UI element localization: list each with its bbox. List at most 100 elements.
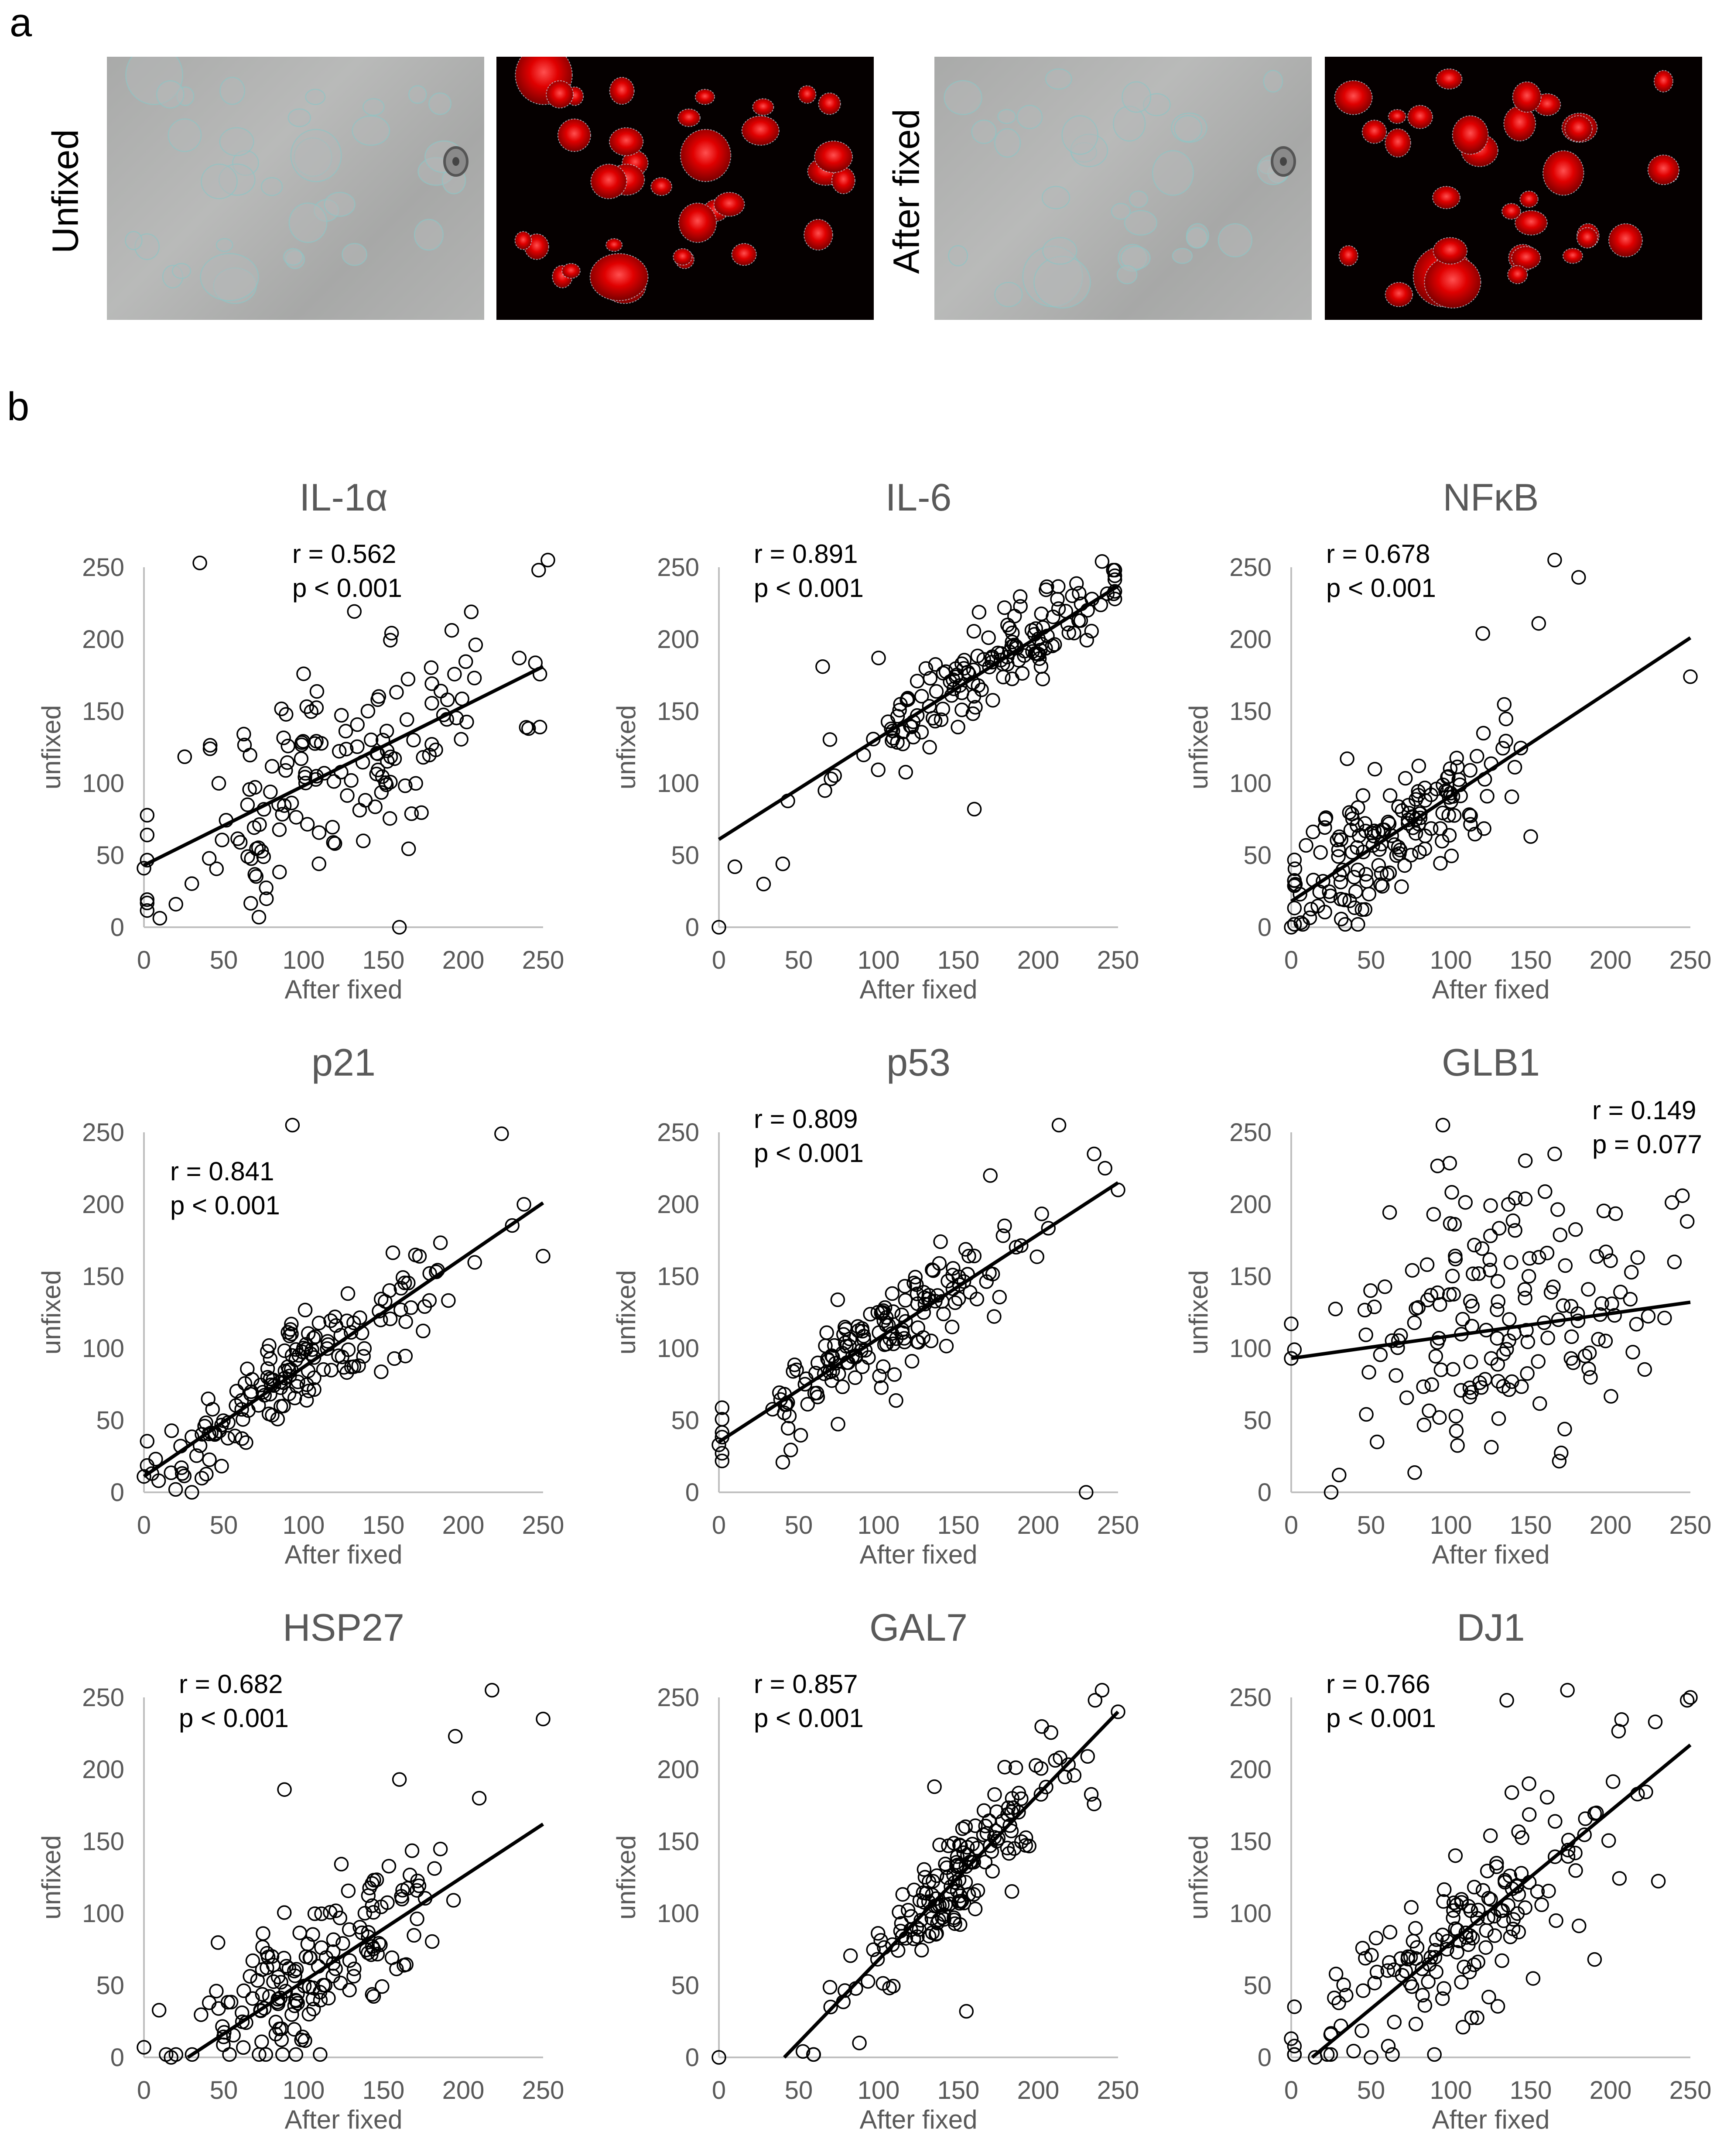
data-point <box>1088 1693 1103 1708</box>
data-point <box>223 1995 239 2010</box>
data-point <box>383 633 398 648</box>
data-point <box>1502 1312 1517 1327</box>
data-point <box>1560 1683 1575 1698</box>
data-point <box>1419 1257 1435 1272</box>
data-point <box>955 1821 970 1836</box>
data-point <box>287 1968 302 1983</box>
data-point <box>715 1453 730 1468</box>
data-point <box>715 1400 730 1415</box>
x-tick-label: 200 <box>1017 2076 1060 2105</box>
data-point <box>275 807 290 822</box>
data-point <box>299 1393 314 1408</box>
data-point <box>1641 1309 1656 1324</box>
data-point <box>1001 1800 1016 1815</box>
data-point <box>1035 672 1050 686</box>
data-point <box>795 2044 811 2059</box>
data-point <box>1006 1800 1021 1815</box>
data-point <box>404 1843 420 1858</box>
y-tick-label: 0 <box>110 2043 124 2072</box>
data-point <box>366 1989 381 2004</box>
data-point <box>827 768 842 783</box>
data-point <box>1317 820 1332 835</box>
data-point <box>947 1916 962 1931</box>
data-point <box>1507 760 1522 775</box>
data-point <box>1474 1380 1489 1395</box>
data-point <box>925 711 941 726</box>
data-point <box>887 1367 902 1382</box>
x-axis-label: After fixed <box>859 975 977 1004</box>
data-point <box>1467 1879 1482 1895</box>
data-point <box>416 1323 431 1339</box>
y-tick-label: 250 <box>82 1683 124 1712</box>
data-point <box>1375 879 1390 894</box>
data-point <box>1440 1942 1454 1957</box>
data-point <box>284 1316 299 1332</box>
data-point <box>335 1349 350 1364</box>
data-point <box>1509 1878 1524 1893</box>
data-point <box>342 1922 357 1937</box>
data-point <box>1683 669 1698 684</box>
data-point <box>927 1779 942 1794</box>
data-point <box>987 1787 1002 1802</box>
data-point <box>259 880 274 895</box>
data-point <box>876 1976 890 1991</box>
y-tick-label: 150 <box>1229 697 1272 726</box>
data-point <box>1454 1975 1469 1990</box>
data-point <box>1539 1245 1555 1261</box>
data-point <box>1330 833 1344 847</box>
trendline <box>1290 636 1692 903</box>
data-point <box>1387 2015 1402 2029</box>
data-point <box>414 805 429 820</box>
data-point <box>266 1974 281 1989</box>
data-point <box>233 835 248 850</box>
data-point <box>711 920 726 935</box>
data-point <box>1331 842 1346 857</box>
y-axis-label: unfixed <box>37 705 66 789</box>
data-point <box>272 822 287 837</box>
data-point <box>909 1277 924 1292</box>
data-point <box>775 857 790 871</box>
data-point <box>1470 749 1484 764</box>
x-tick-label: 200 <box>1590 2076 1632 2105</box>
data-point <box>1428 1349 1443 1364</box>
data-point <box>1343 823 1358 838</box>
data-point <box>192 555 207 570</box>
data-point <box>341 1883 356 1899</box>
data-point <box>194 1470 209 1486</box>
data-point <box>289 1962 304 1977</box>
scatter-plot-il-1-: IL-1α 0 50 100 150 200 250 0 50 100 150 200 250 After… <box>37 476 564 1004</box>
data-point <box>1667 1255 1682 1269</box>
x-tick-label: 150 <box>363 2076 405 2105</box>
data-point <box>1487 1928 1502 1943</box>
data-point <box>287 1964 302 1978</box>
x-tick-label: 100 <box>283 946 325 974</box>
data-point <box>951 720 965 735</box>
y-axis-label: unfixed <box>37 1835 66 1919</box>
y-tick-label: 200 <box>1229 1190 1272 1219</box>
data-point <box>1505 1213 1521 1228</box>
data-point <box>365 1939 380 1954</box>
data-point <box>935 1897 950 1912</box>
data-point <box>1540 1330 1555 1345</box>
data-point <box>401 841 416 856</box>
data-point <box>1436 1894 1451 1909</box>
data-point <box>428 742 443 758</box>
data-point <box>137 860 151 876</box>
data-point <box>308 1329 323 1344</box>
data-point <box>1400 1952 1416 1967</box>
data-point <box>379 777 394 792</box>
data-point <box>1463 1294 1478 1309</box>
x-tick-label: 0 <box>137 946 151 974</box>
data-point <box>366 1905 381 1920</box>
x-tick-label: 0 <box>1284 946 1298 974</box>
data-point <box>1041 1221 1056 1236</box>
data-point <box>381 1859 397 1874</box>
data-point <box>1679 1214 1695 1229</box>
chart-title: GAL7 <box>869 1606 968 1649</box>
data-point <box>1466 1266 1481 1282</box>
data-point <box>209 1984 224 1998</box>
data-point <box>356 1349 371 1364</box>
data-point <box>399 1957 414 1972</box>
data-point <box>1371 858 1386 873</box>
data-point <box>917 1862 932 1877</box>
